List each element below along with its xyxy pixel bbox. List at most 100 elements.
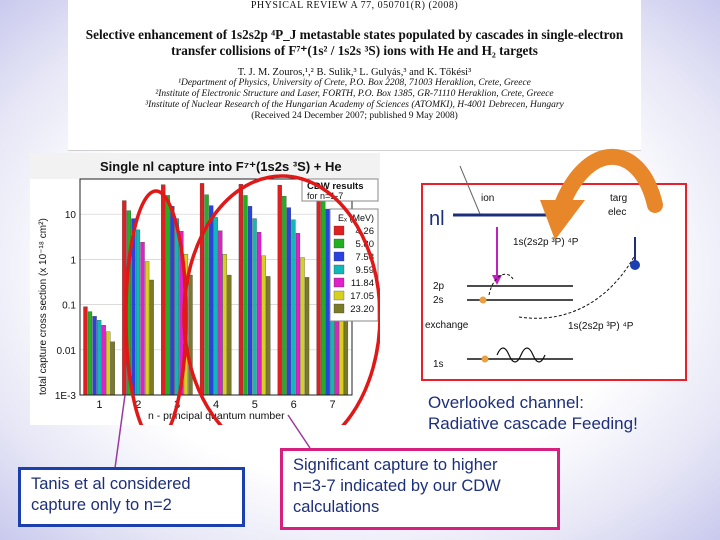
journal-citation: PHYSICAL REVIEW A 77, 050701(R) (2008) <box>250 0 459 11</box>
bar <box>325 208 330 396</box>
x-tick-label: 6 <box>291 399 297 411</box>
bar <box>252 218 257 396</box>
chart-legend: CDW results for n=1-7 Eₓ (MeV) 4.265.807… <box>301 178 379 322</box>
bar <box>87 311 93 396</box>
bar <box>101 325 106 396</box>
bar <box>188 274 193 396</box>
bar <box>243 195 248 396</box>
legend-entry-label: 17.05 <box>350 291 374 302</box>
y-axis-label: total capture cross section (x 10⁻¹⁸ cm²… <box>38 218 49 395</box>
bar <box>247 206 253 396</box>
overlooked-line2: Radiative cascade Feeding! <box>428 414 638 433</box>
bar <box>291 219 296 396</box>
electron-1s <box>481 355 489 363</box>
target-path-dashed <box>518 254 636 319</box>
x-axis-label: n - principal quantum number <box>148 410 285 422</box>
paper-title-line2: transfer collisions of F⁷⁺(1s² / 1s2s ³S… <box>171 43 538 58</box>
bar <box>161 184 166 396</box>
level-1s-label: 1s <box>433 359 444 370</box>
y-tick-label: 1E-3 <box>55 391 77 402</box>
level-2p-label: 2p <box>433 281 445 292</box>
capture-diagram: nl ion targ elec 1s(2s2p ³P) ⁴P 2p 2s ex… <box>421 183 687 381</box>
bar <box>304 277 310 396</box>
tanis-line1: Tanis et al considered <box>31 475 191 493</box>
bar <box>199 183 205 396</box>
target-label: targ <box>610 193 627 204</box>
y-tick-label: 0.01 <box>57 346 77 357</box>
bar <box>165 195 170 396</box>
legend-swatch <box>333 290 345 301</box>
chart-title: Single nl capture into F⁷⁺(1s2s ³S) + He <box>100 159 342 174</box>
bar <box>83 306 88 396</box>
capture-diagram-svg: nl ion targ elec 1s(2s2p ³P) ⁴P 2p 2s ex… <box>425 193 640 370</box>
affiliation-3: ³Institute of Nuclear Research of the Hu… <box>145 100 564 110</box>
cdw-line1: Significant capture to higher <box>293 456 498 474</box>
exchange-label: exchange <box>425 320 469 331</box>
bar <box>222 254 227 396</box>
bar <box>261 255 266 396</box>
bar <box>295 233 301 396</box>
legend-subtitle: for n=1-7 <box>307 191 343 201</box>
legend-entry-label: 7.58 <box>356 252 375 263</box>
capture-chart: Single nl capture into F⁷⁺(1s2s ³S) + He… <box>30 153 382 458</box>
paper-title: Selective enhancement of 1s2s2p ⁴P_J met… <box>68 27 641 59</box>
y-tick-label: 1 <box>70 255 76 266</box>
state-lower-label: 1s(2s2p ³P) ⁴P <box>568 321 634 332</box>
bar <box>140 242 145 396</box>
bar <box>149 279 154 396</box>
state-upper-label: 1s(2s2p ³P) ⁴P <box>513 237 579 248</box>
capture-chart-svg: Single nl capture into F⁷⁺(1s2s ³S) + He… <box>30 153 382 458</box>
bar <box>97 320 102 396</box>
y-tick-label: 10 <box>65 210 77 221</box>
electron-label: elec <box>608 207 626 218</box>
bar <box>92 316 97 396</box>
bar <box>135 229 141 396</box>
exchange-path-dashed <box>488 273 514 296</box>
legend-entry-label: 11.84 <box>351 278 374 289</box>
bar <box>256 232 262 396</box>
tanis-line2: capture only to n=2 <box>31 496 172 514</box>
bar <box>106 331 111 396</box>
legend-swatch <box>333 251 345 262</box>
cdw-line2: n=3-7 indicated by our CDW <box>293 477 501 495</box>
level-2s-label: 2s <box>433 295 444 306</box>
bar <box>227 274 232 396</box>
x-tick-label: 7 <box>330 399 336 411</box>
cdw-note: Significant capture to higher n=3-7 indi… <box>280 448 560 530</box>
legend-swatch <box>333 225 345 236</box>
legend-swatch <box>333 238 345 249</box>
bar <box>213 217 218 396</box>
paper-title-line1: Selective enhancement of 1s2s2p ⁴P_J met… <box>85 27 624 42</box>
cdw-line3: calculations <box>293 498 380 516</box>
paper-header: PHYSICAL REVIEW A 77, 050701(R) (2008) S… <box>68 0 641 151</box>
bar <box>266 276 271 396</box>
bar <box>144 261 150 396</box>
bar <box>277 184 282 396</box>
bar <box>321 197 326 396</box>
bar <box>286 207 291 396</box>
received-date: (Received 24 December 2007; published 9 … <box>251 111 458 121</box>
bar <box>170 206 175 396</box>
x-tick-label: 2 <box>135 399 141 411</box>
bar <box>209 205 214 396</box>
legend-swatch <box>333 277 345 288</box>
bar <box>218 230 223 396</box>
legend-swatch <box>333 264 345 275</box>
electron-2s <box>479 296 487 304</box>
x-tick-label: 5 <box>252 399 258 411</box>
overlooked-line1: Overlooked channel: <box>428 393 584 412</box>
ion-label: ion <box>481 193 494 204</box>
affiliation-2: ²Institute of Electronic Structure and L… <box>155 89 554 99</box>
bar <box>300 257 305 396</box>
paper-authors: T. J. M. Zouros,¹,² B. Sulik,³ L. Gulyás… <box>237 67 472 78</box>
legend-entry-label: 23.20 <box>350 304 374 315</box>
cascade-arrowhead <box>492 275 502 285</box>
legend-entry-label: 4.26 <box>356 226 375 237</box>
bar <box>316 186 321 396</box>
target-electron <box>630 260 640 270</box>
y-ticks: 1E-3 0.01 0.1 1 10 <box>55 210 77 402</box>
bar <box>282 196 287 396</box>
bar <box>174 218 179 396</box>
legend-entry-label: 9.59 <box>356 265 375 276</box>
nl-label: nl <box>429 208 445 230</box>
